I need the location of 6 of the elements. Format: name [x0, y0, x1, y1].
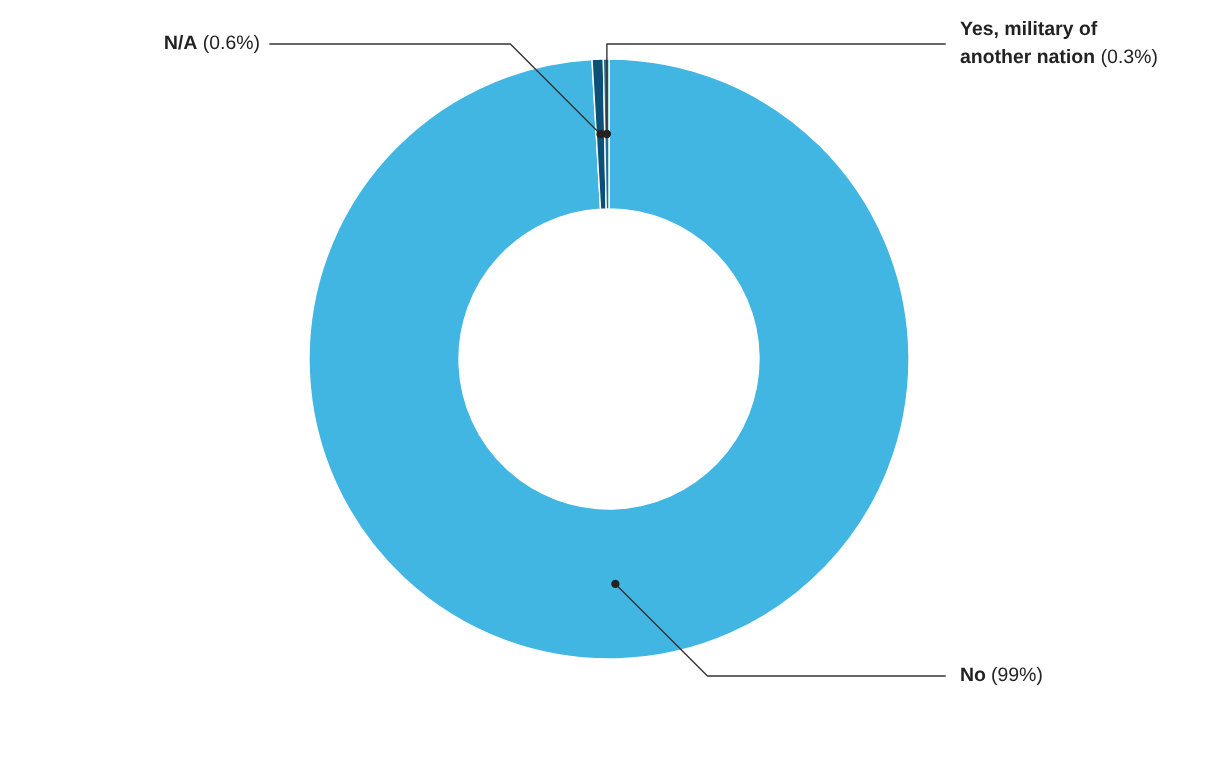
slice-label: No	[961, 667, 986, 682]
data-label: (0.3%)	[1101, 48, 1157, 68]
data-label: (0.6%)	[203, 34, 259, 54]
data-label: (99%)	[992, 666, 1042, 686]
slice-label: Yes, military of another nation	[960, 20, 1098, 64]
slice-label: N/A	[165, 34, 197, 50]
